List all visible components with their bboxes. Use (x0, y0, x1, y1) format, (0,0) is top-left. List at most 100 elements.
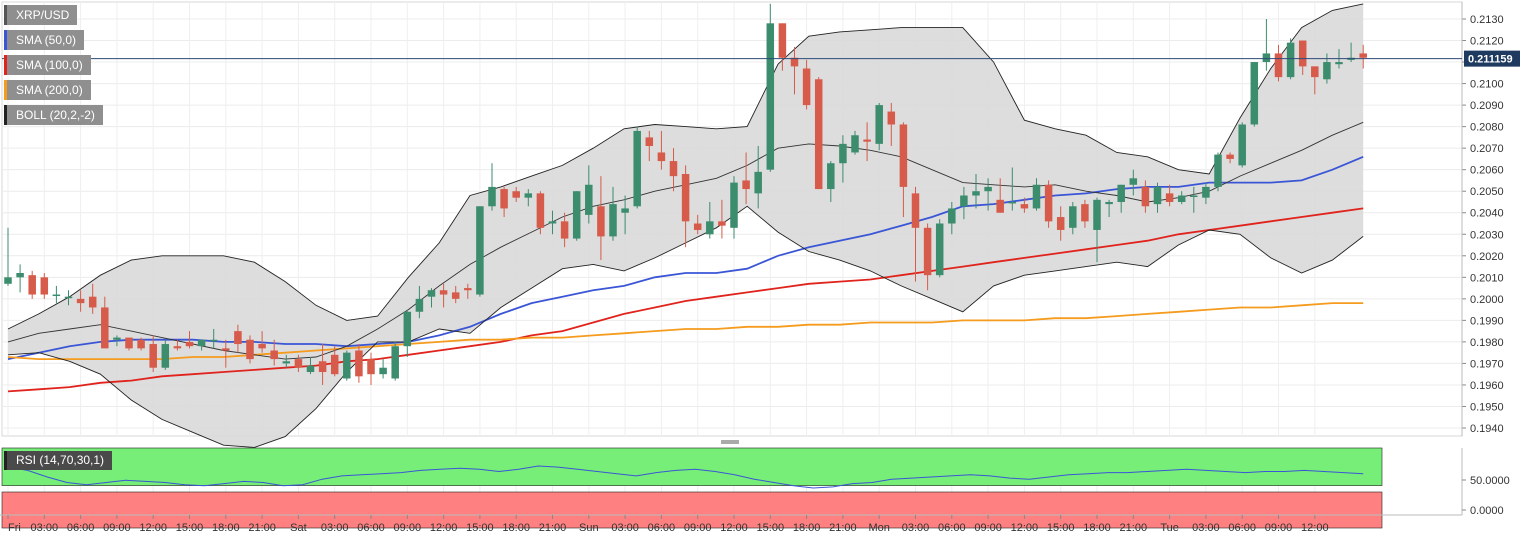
candle (560, 212, 569, 248)
candle (1298, 40, 1307, 75)
candle (1311, 66, 1319, 95)
candle (185, 331, 194, 349)
x-tick-label: 12:00 (430, 522, 458, 534)
candle-body (294, 359, 303, 368)
candle (415, 285, 424, 319)
candle-body (923, 227, 932, 276)
candle (1105, 199, 1113, 218)
sma-200-0-line (7, 302, 1364, 360)
candle (996, 178, 1004, 213)
candle-body (742, 180, 750, 190)
candle-body (1214, 154, 1222, 187)
candle-body (270, 350, 278, 360)
candle-body (464, 288, 472, 291)
candle-body (137, 339, 145, 349)
candle-body (76, 298, 85, 304)
candle (125, 337, 133, 351)
x-tick-label: 18:00 (502, 522, 530, 534)
candle-body (1262, 53, 1271, 63)
candle (1359, 44, 1367, 69)
candle (1274, 44, 1283, 82)
x-tick-label: 21:00 (829, 522, 857, 534)
x-tick-label: 18:00 (212, 522, 240, 534)
legend-item[interactable]: XRP/USD (4, 5, 78, 25)
x-tick-label: 15:00 (757, 522, 785, 534)
candle (1214, 152, 1222, 192)
candle (246, 335, 254, 364)
y-tick-label: 0.2010 (1470, 272, 1504, 284)
candle-body (718, 221, 726, 226)
rsi-oversold-zone (1, 491, 1383, 529)
candle (572, 191, 581, 241)
candle-body (863, 139, 871, 142)
candle-body (1081, 204, 1089, 222)
x-tick-label: 03:00 (321, 522, 349, 534)
candle-body (343, 352, 351, 379)
candle-body (911, 193, 920, 228)
x-tick-label: 03:00 (31, 522, 59, 534)
candle (911, 186, 920, 282)
candle-body (318, 361, 327, 373)
legend-item[interactable]: SMA (100,0) (4, 55, 91, 75)
candle (814, 77, 823, 190)
candle (536, 191, 545, 235)
candle (851, 130, 859, 155)
y-tick-label: 0.2000 (1470, 294, 1504, 306)
x-tick-label: 06:00 (648, 522, 676, 534)
legend-item[interactable]: BOLL (20,2,-2) (4, 105, 103, 125)
candle (173, 339, 182, 351)
candle (766, 3, 775, 172)
candle-body (185, 341, 194, 347)
candle-body (64, 296, 73, 299)
candle-body (524, 193, 533, 198)
candle (1117, 184, 1125, 213)
candle (28, 270, 36, 299)
candle-body (1008, 201, 1017, 204)
candle (464, 283, 472, 299)
x-tick-label: 21:00 (539, 522, 567, 534)
x-tick-label: 06:00 (67, 522, 95, 534)
y-tick-label: 0.2050 (1470, 186, 1504, 198)
candle-body (1190, 195, 1198, 198)
candle (960, 186, 968, 220)
candle-body (125, 337, 133, 349)
candle (330, 346, 339, 377)
candle (379, 359, 387, 379)
legend-rsi: RSI (14,70,30,1) (4, 451, 113, 470)
legend-item[interactable]: SMA (50,0) (4, 30, 85, 50)
candle-body (1298, 40, 1307, 67)
candle-body (1311, 66, 1319, 78)
candle (76, 290, 85, 312)
candle-body (1250, 62, 1259, 125)
candle-body (451, 292, 460, 299)
y-tick-label: 0.1950 (1470, 401, 1504, 413)
candle (234, 324, 242, 353)
x-tick-label: Sat (290, 522, 307, 534)
candle-body (1177, 195, 1186, 202)
legend-item[interactable]: SMA (200,0) (4, 80, 91, 100)
candle (197, 339, 206, 351)
candle-body (778, 23, 787, 58)
x-tick-label: 18:00 (1083, 522, 1111, 534)
candle (1020, 197, 1029, 213)
candle (52, 285, 61, 304)
x-tick-label: 09:00 (684, 522, 712, 534)
candle-body (1286, 42, 1295, 78)
candle (681, 165, 690, 248)
candle-body (330, 354, 339, 375)
candle-body (948, 208, 956, 224)
candle-body (16, 273, 24, 278)
candle-body (754, 171, 762, 194)
rsi-tick-label: 0.0000 (1470, 505, 1504, 517)
candle (1177, 191, 1186, 205)
x-tick-label: 09:00 (394, 522, 422, 534)
candle (427, 288, 436, 308)
candle-body (560, 221, 569, 239)
candle-body (1238, 124, 1246, 166)
candle (948, 201, 956, 235)
candle (730, 176, 738, 239)
candle-body (52, 294, 61, 297)
candle-body (621, 208, 629, 213)
candle (1202, 182, 1210, 205)
y-tick-label: 0.1960 (1470, 380, 1504, 392)
